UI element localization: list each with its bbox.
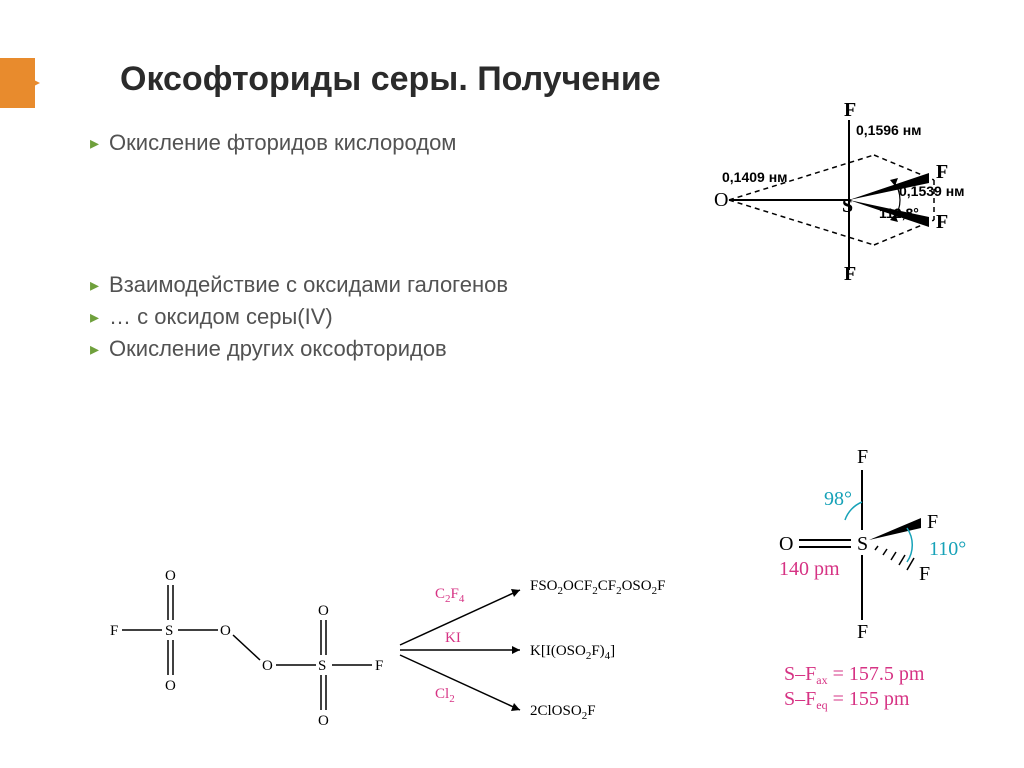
bullet-text: … с оксидом серы(IV) — [109, 304, 333, 330]
bullet-marker-icon: ▸ — [90, 339, 99, 360]
atom-label: F — [844, 263, 856, 280]
atom-label: O — [318, 713, 329, 729]
bullet-marker-icon: ▸ — [90, 133, 99, 154]
reaction-scheme: F S O O O O S O O F C2F4 KI Cl2 — [100, 530, 720, 730]
bond-length-label: S–Feq = 155 pm — [784, 688, 910, 712]
atom-label: F — [927, 511, 938, 533]
bullet-item: ▸ Окисление других оксофторидов — [90, 336, 650, 362]
atom-label: F — [936, 211, 948, 233]
atom-label: S — [318, 658, 326, 674]
product-label: FSO2OCF2CF2OSO2F — [530, 578, 665, 597]
reagent-label: KI — [445, 630, 461, 646]
bullet-item: ▸ Взаимодействие с оксидами галогенов — [90, 272, 650, 298]
bullet-item: ▸ Окисление фторидов кислородом — [90, 130, 650, 156]
distance-label: 0,1409 нм — [722, 169, 788, 185]
slide-accent-arrow — [0, 58, 40, 108]
sof4-structure-diagram: O S F F F F 0,1596 нм 0,1409 нм 0,1539 н… — [684, 100, 964, 280]
bullet-text: Окисление фторидов кислородом — [109, 130, 456, 156]
atom-label: O — [165, 678, 176, 694]
bullet-text: Окисление других оксофторидов — [109, 336, 447, 362]
osf4-structure-diagram: S O F F F F 98° 110° 140 pm S–Fax = 157.… — [749, 430, 979, 720]
reagent-label: C2F4 — [435, 586, 465, 605]
atom-label: O — [262, 658, 273, 674]
angle-label: 112,8° — [879, 205, 919, 221]
product-label: 2ClOSO2F — [530, 703, 596, 722]
atom-label: F — [936, 161, 948, 183]
distance-label: 0,1539 нм — [899, 183, 964, 199]
atom-label: F — [857, 621, 868, 643]
atom-label: O — [714, 189, 728, 211]
atom-label: O — [318, 603, 329, 619]
atom-label: F — [857, 446, 868, 468]
atom-label: F — [919, 563, 930, 585]
angle-label: 110° — [929, 538, 966, 560]
atom-label: S — [842, 195, 853, 217]
bullet-marker-icon: ▸ — [90, 275, 99, 296]
atom-label: O — [779, 533, 793, 555]
bullet-text: Взаимодействие с оксидами галогенов — [109, 272, 508, 298]
atom-label: S — [857, 533, 868, 555]
bond-length-label: S–Fax = 157.5 pm — [784, 663, 925, 687]
atom-label: F — [375, 658, 383, 674]
slide-title: Оксофториды серы. Получение — [120, 60, 661, 99]
reagent-label: Cl2 — [435, 686, 455, 705]
atom-label: F — [844, 100, 856, 121]
atom-label: O — [220, 623, 231, 639]
angle-label: 98° — [824, 488, 852, 510]
distance-label: 140 pm — [779, 558, 840, 580]
product-label: K[I(OSO2F)4] — [530, 643, 615, 662]
atom-label: F — [110, 623, 118, 639]
atom-label: O — [165, 568, 176, 584]
distance-label: 0,1596 нм — [856, 122, 922, 138]
bullet-list: ▸ Окисление фторидов кислородом ▸ Взаимо… — [90, 130, 650, 368]
bullet-item: ▸ … с оксидом серы(IV) — [90, 304, 650, 330]
atom-label: S — [165, 623, 173, 639]
bullet-marker-icon: ▸ — [90, 307, 99, 328]
